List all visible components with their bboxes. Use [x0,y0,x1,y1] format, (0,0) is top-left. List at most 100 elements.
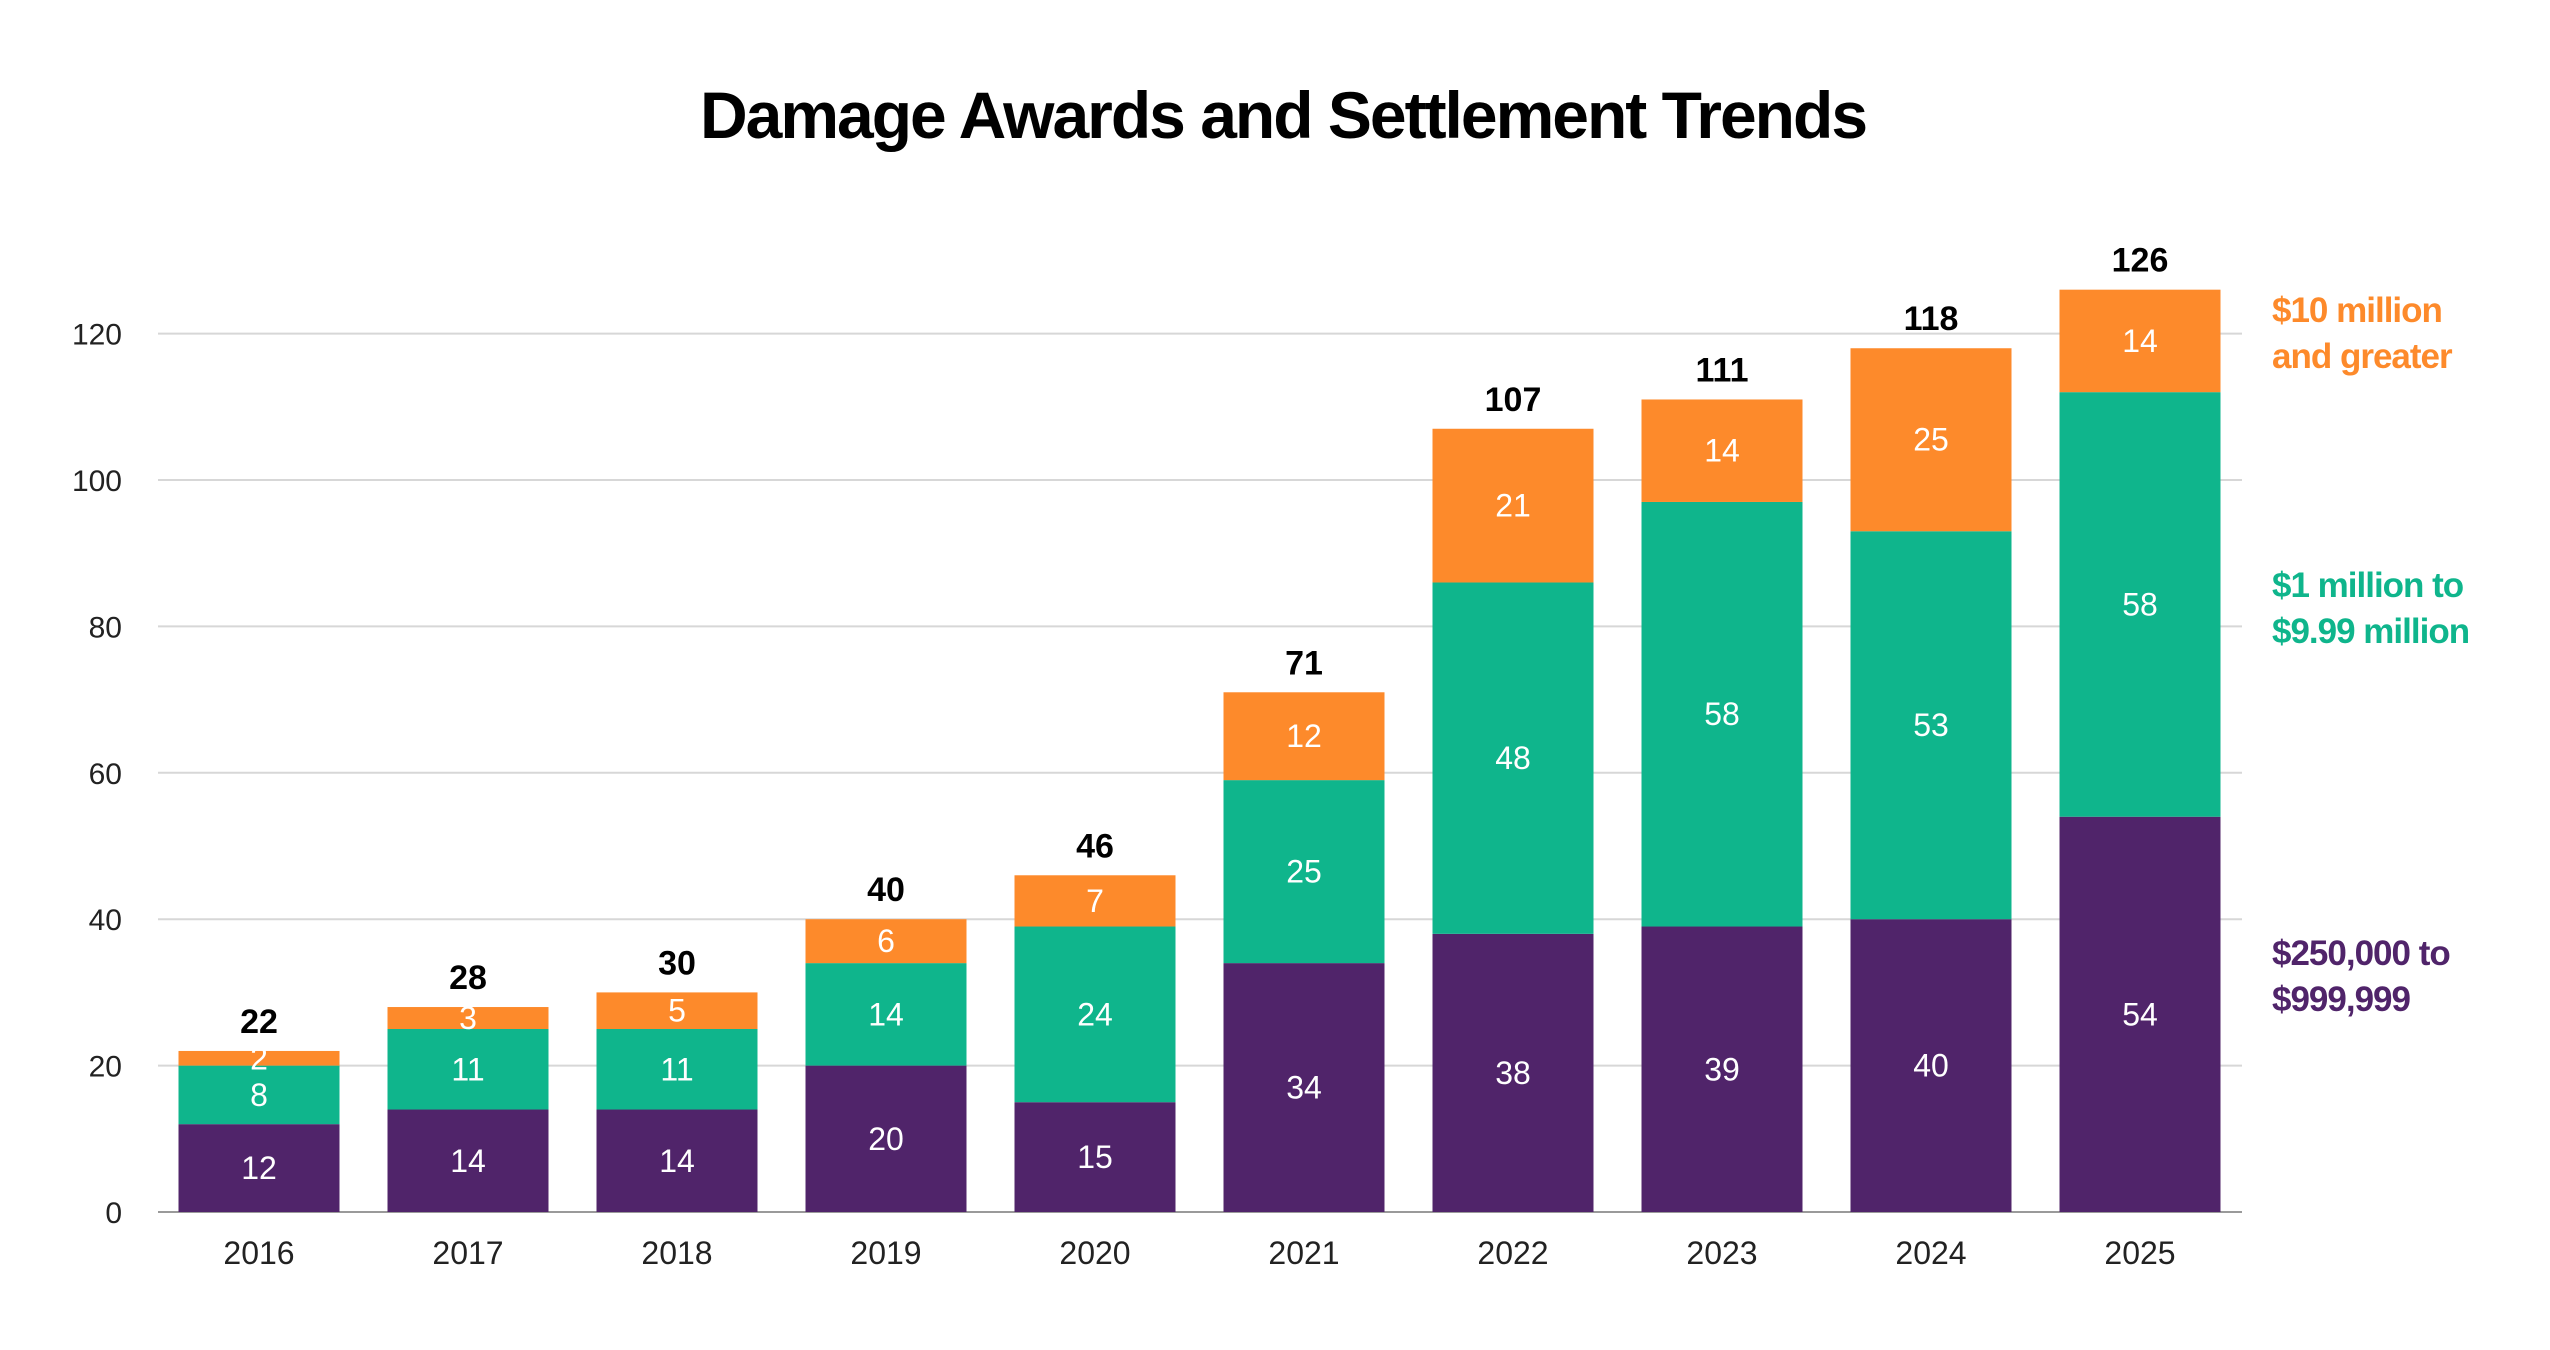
bar-segment [1850,348,2012,532]
y-tick-label: 120 [72,319,122,352]
segment-value-label: 34 [1286,1070,1322,1106]
y-tick-label: 0 [105,1197,122,1230]
x-tick-label: 2017 [432,1235,503,1271]
bar-segment [178,1050,340,1066]
bar-segment [805,1065,967,1212]
bar-total-label: 126 [2112,242,2169,280]
segment-value-label: 2 [250,1040,268,1076]
bars [178,289,2221,1212]
segment-value-label: 20 [868,1121,904,1157]
segment-value-label: 58 [1704,696,1740,732]
segment-value-label: 8 [250,1077,268,1113]
y-tick-label: 60 [89,758,122,791]
segment-value-label: 53 [1913,707,1949,743]
segment-value-label: 7 [1086,883,1104,919]
segment-value-label: 11 [451,1051,484,1087]
x-tick-label: 2022 [1477,1235,1548,1271]
bar-segment [805,919,967,964]
segment-value-label: 48 [1495,740,1531,776]
bar-segment [178,1065,340,1125]
bar-segment [1014,926,1176,1103]
segment-value-label: 58 [2122,586,2158,622]
segment-value-label: 6 [877,923,895,959]
legend: $250,000 to $999,999 $1 million to $9.99 mi… [2272,291,2470,1019]
legend-entry-label: and greater [2272,337,2453,376]
segment-value-label: 12 [1286,718,1322,754]
bar-total-label: 107 [1485,381,1542,419]
x-tick-label: 2016 [223,1235,294,1271]
bar-segment [1641,926,1803,1212]
y-tick-label: 40 [89,904,122,937]
legend-entry-label: $10 million [2272,291,2442,330]
bar-total-label: 40 [867,871,905,909]
y-tick-label: 80 [89,611,122,644]
segment-value-label: 14 [2122,323,2158,359]
x-tick-label: 2018 [641,1235,712,1271]
segment-value-label: 14 [659,1143,695,1179]
segment-value-label: 5 [668,993,686,1029]
bar-segment [1641,501,1803,927]
bar-segment [596,1029,758,1110]
segment-value-label: 39 [1704,1051,1740,1087]
y-tick-label: 20 [89,1051,122,1084]
bar-segment [1850,531,2012,920]
bar-segment [1223,780,1385,964]
bar-total-label: 28 [449,959,487,997]
bar-segment [1223,963,1385,1212]
segment-value-label: 11 [660,1051,693,1087]
bar-segment [1432,933,1594,1212]
bar-segment [1641,399,1803,502]
bar-total-label: 111 [1696,351,1749,389]
legend-entry-label: $999,999 [2272,980,2411,1019]
bar-segment [1223,692,1385,781]
bar-segment [1432,582,1594,934]
x-tick-label: 2023 [1686,1235,1757,1271]
bar-total-label: 118 [1904,300,1959,338]
segment-value-label: 15 [1077,1139,1113,1175]
bar-segment [2059,289,2221,393]
segment-value-label: 14 [868,996,904,1032]
x-tick-label: 2024 [1895,1235,1966,1271]
bar-segment [1850,919,2012,1212]
segment-value-label: 14 [1704,433,1740,469]
bar-segment [596,1109,758,1212]
segment-value-label: 12 [241,1150,277,1186]
x-axis-ticks: 2016 2017 2018 2019 2020 2021 2022 2023 2024 2025 [223,1235,2175,1271]
bar-segment [596,992,758,1029]
bar-segment [387,1029,549,1110]
segment-value-label: 40 [1913,1048,1949,1084]
segment-value-label: 25 [1286,854,1322,890]
bar-segment [2059,392,2221,817]
chart-title: Damage Awards and Settlement Trends [700,78,1866,152]
bar-segment [1014,875,1176,927]
bar-total-label: 46 [1076,827,1114,865]
segment-value-label: 25 [1913,422,1949,458]
segment-value-label: 14 [450,1143,486,1179]
y-axis-ticks: 0 20 40 60 80 100 120 [72,319,122,1230]
legend-entry-label: $250,000 to [2272,934,2450,973]
bar-segment [387,1007,549,1029]
x-tick-label: 2021 [1268,1235,1339,1271]
segment-value-label: 3 [459,1000,477,1036]
segment-value-label: 54 [2122,996,2158,1032]
bar-total-label: 71 [1285,644,1323,682]
x-tick-label: 2020 [1059,1235,1130,1271]
bar-segment [2059,816,2221,1212]
y-tick-label: 100 [72,465,122,498]
x-tick-label: 2025 [2104,1235,2175,1271]
segment-value-label: 21 [1495,488,1531,524]
bar-total-label: 30 [658,944,696,982]
bar-segment [1432,428,1594,583]
bar-labels: 1282221411328141153020146401524746342512… [240,242,2168,1186]
legend-entry-label: $1 million to [2272,566,2464,605]
bar-segment [387,1109,549,1212]
segment-value-label: 38 [1495,1055,1531,1091]
legend-entry-label: $9.99 million [2272,612,2469,651]
segment-value-label: 24 [1077,996,1113,1032]
bar-segment [1014,1102,1176,1212]
bar-segment [178,1124,340,1212]
bar-segment [805,963,967,1066]
x-tick-label: 2019 [850,1235,921,1271]
